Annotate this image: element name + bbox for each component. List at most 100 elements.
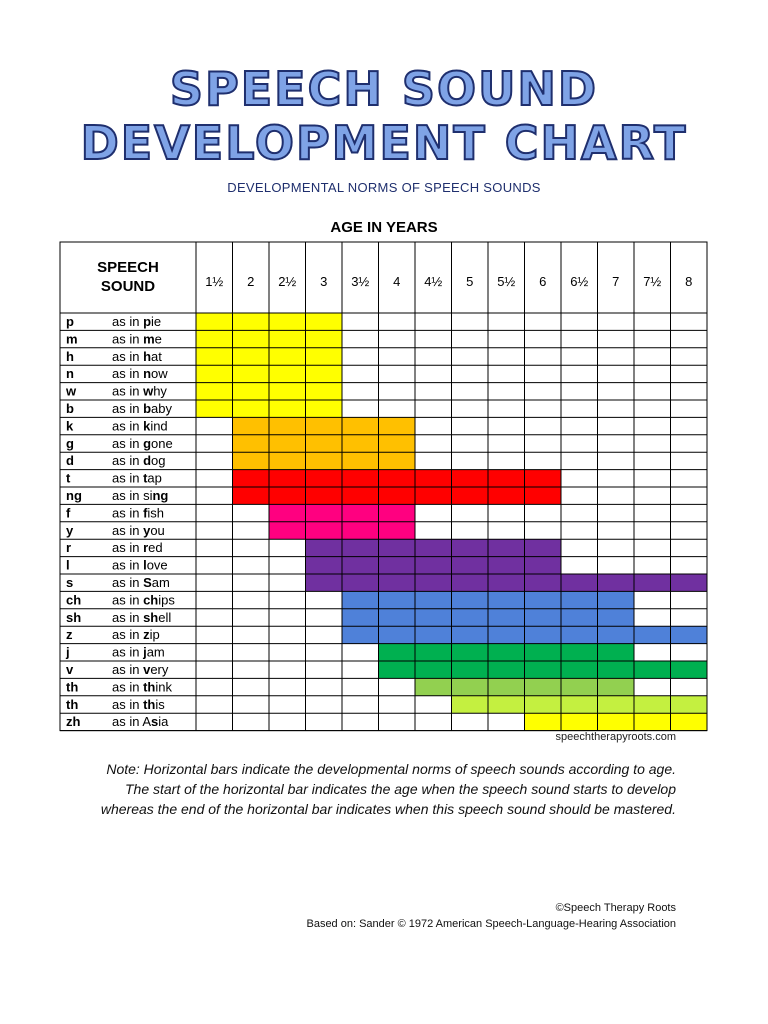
bar-cell (378, 539, 415, 557)
bar-cell (634, 626, 671, 644)
bar-cell (597, 574, 634, 592)
bar-cell (415, 556, 452, 574)
bar-cell (524, 469, 561, 487)
bar-cell (488, 695, 525, 714)
bar-cell (232, 313, 269, 331)
bar-cell (451, 643, 488, 661)
age-tick-label: 7½ (643, 274, 661, 289)
bar-cell (670, 626, 707, 644)
sound-label: f (66, 505, 71, 520)
bar-cell (415, 643, 452, 661)
bar-cell (524, 695, 561, 714)
sound-example: as in zip (112, 627, 160, 642)
bar-cell (305, 347, 342, 366)
sound-example: as in Asia (112, 714, 169, 729)
bar-cell (305, 400, 342, 418)
sound-example: as in now (112, 366, 168, 381)
sound-label: l (66, 558, 70, 573)
bar-cell (561, 591, 598, 609)
bar-cell (342, 574, 379, 592)
bar-cell (232, 400, 269, 418)
sound-example: as in me (112, 331, 162, 346)
bar-cell (451, 574, 488, 592)
bar-cell (269, 365, 306, 383)
sound-example: as in shell (112, 610, 171, 625)
sound-example: as in this (112, 697, 165, 712)
bar-cell (451, 469, 488, 487)
bar-cell (305, 487, 342, 505)
bar-cell (670, 713, 707, 731)
bar-cell (269, 521, 306, 540)
bar-cell (232, 452, 269, 470)
sound-label: y (66, 523, 74, 538)
bar-cell (415, 661, 452, 679)
bar-cell (305, 556, 342, 574)
sound-label: zh (66, 714, 81, 729)
bar-cell (524, 643, 561, 661)
bar-cell (561, 608, 598, 627)
bar-cell (451, 608, 488, 627)
bar-cell (378, 487, 415, 505)
bar-cell (378, 434, 415, 453)
bar-cell (415, 487, 452, 505)
bar-cell (488, 626, 525, 644)
bar-cell (269, 434, 306, 453)
bar-cell (269, 330, 306, 348)
based-on-text: Based on: Sander © 1972 American Speech-… (306, 918, 676, 930)
bar-cell (451, 661, 488, 679)
bar-cell (232, 417, 269, 435)
bar-cell (269, 504, 306, 522)
bar-cell (451, 539, 488, 557)
age-tick-label: 5½ (497, 274, 515, 289)
bar-cell (488, 661, 525, 679)
bar-cell (378, 643, 415, 661)
bar-cell (488, 469, 525, 487)
bar-cell (342, 626, 379, 644)
bar-cell (305, 382, 342, 400)
bar-cell (451, 591, 488, 609)
bar-cell (269, 417, 306, 435)
sound-example: as in baby (112, 401, 172, 416)
bar-cell (232, 487, 269, 505)
bar-cell (670, 661, 707, 679)
bar-cell (232, 382, 269, 400)
bar-cell (269, 452, 306, 470)
bar-cell (415, 608, 452, 627)
bar-cell (488, 608, 525, 627)
bar-cell (524, 574, 561, 592)
bar-cell (597, 591, 634, 609)
sound-example: as in very (112, 662, 169, 677)
bar-cell (342, 434, 379, 453)
bar-cell (634, 574, 671, 592)
sound-label: z (66, 627, 73, 642)
bar-cell (451, 626, 488, 644)
bar-cell (342, 556, 379, 574)
bar-cell (524, 678, 561, 696)
bar-cell (342, 591, 379, 609)
bar-cell (451, 487, 488, 505)
bar-cell (597, 643, 634, 661)
sound-label: r (66, 540, 71, 555)
bar-cell (305, 330, 342, 348)
page-title-line-2: DEVELOPMENT CHART (80, 115, 688, 171)
age-tick-label: 6½ (570, 274, 588, 289)
bar-cell (305, 539, 342, 557)
bar-cell (378, 661, 415, 679)
age-tick-label: 3½ (351, 274, 369, 289)
bar-cell (561, 695, 598, 714)
bar-cell (305, 521, 342, 540)
bar-cell (524, 591, 561, 609)
sound-label: sh (66, 610, 81, 625)
bar-cell (342, 469, 379, 487)
bar-cell (597, 695, 634, 714)
sound-label: j (65, 645, 70, 660)
bar-cell (305, 469, 342, 487)
bar-cell (196, 330, 233, 348)
chart-title: AGE IN YEARS (330, 219, 438, 236)
bar-cell (342, 504, 379, 522)
sound-example: as in gone (112, 436, 173, 451)
age-tick-label: 3 (320, 274, 327, 289)
note-text: Note: Horizontal bars indicate the devel… (100, 761, 676, 817)
sound-example: as in kind (112, 418, 168, 433)
bar-cell (634, 695, 671, 714)
